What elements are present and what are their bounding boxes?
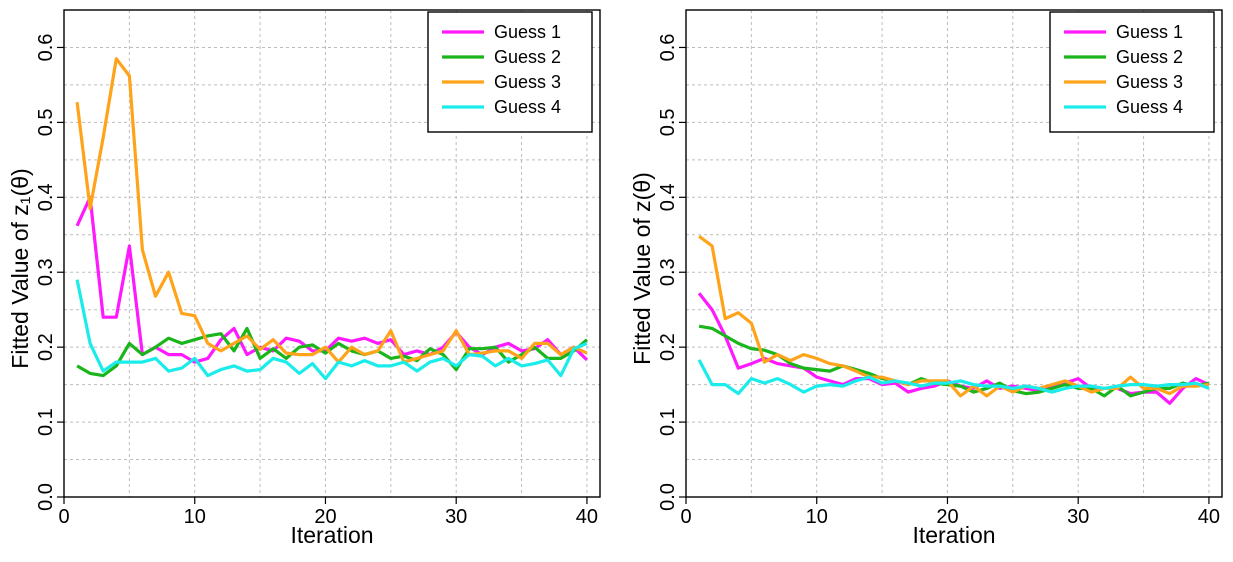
y-tick-label: 0.3	[657, 258, 679, 286]
y-tick-label: 0.5	[35, 108, 57, 136]
legend-label-guess-4: Guess 4	[1116, 97, 1183, 117]
y-axis-title: Fitted Value of z₁(θ)	[7, 168, 33, 368]
legend-box	[427, 11, 593, 133]
y-tick-label: 0.0	[657, 483, 679, 511]
chart-panel-2: 0 10 20 30 40 0.0 0.1 0.2 0.3 0.4 0.5 0.6 Iteration F…	[629, 9, 1223, 548]
legend-label-guess-3: Guess 3	[1116, 72, 1183, 92]
legend-label-guess-3: Guess 3	[494, 72, 561, 92]
plot-frame	[685, 9, 1223, 498]
y-tick-label: 0.3	[35, 258, 57, 286]
legend: Guess 1 Guess 2 Guess 3 Guess 4	[427, 11, 593, 133]
legend-label-guess-2: Guess 2	[494, 47, 561, 67]
x-tick-label: 0	[58, 506, 69, 528]
plot-frame	[63, 9, 601, 498]
legend: Guess 1 Guess 2 Guess 3 Guess 4	[1049, 11, 1215, 133]
x-tick-label: 40	[1198, 506, 1220, 528]
chart-panel-1: 0 10 20 30 40 0.0 0.1 0.2 0.3 0.4 0.5 0.6 Iteration F…	[7, 9, 601, 548]
legend-label-guess-4: Guess 4	[494, 97, 561, 117]
series-line-guess-4	[75, 279, 588, 381]
y-tick-label: 0.6	[35, 34, 57, 62]
y-tick-label: 0.6	[657, 34, 679, 62]
series-line-guess-3	[75, 57, 588, 364]
y-tick-label: 0.5	[657, 108, 679, 136]
y-tick-label: 0.0	[35, 483, 57, 511]
y-axis-title: Fitted Value of z(θ)	[629, 172, 655, 365]
y-tick-label: 0.1	[657, 408, 679, 436]
x-tick-label: 30	[445, 506, 467, 528]
x-tick-label: 20	[314, 506, 336, 528]
x-tick-label: 10	[184, 506, 206, 528]
x-axis-title: Iteration	[912, 522, 995, 548]
y-tick-label: 0.2	[657, 333, 679, 361]
legend-label-guess-1: Guess 1	[1116, 22, 1183, 42]
y-tick-label: 0.4	[35, 183, 57, 211]
x-tick-label: 0	[680, 506, 691, 528]
x-tick-label: 20	[936, 506, 958, 528]
y-tick-label: 0.1	[35, 408, 57, 436]
x-tick-label: 30	[1067, 506, 1089, 528]
series-line-guess-4	[697, 359, 1210, 396]
x-tick-label: 10	[806, 506, 828, 528]
series-line-guess-1	[75, 195, 589, 364]
series-line-guess-2	[76, 326, 588, 378]
x-axis-title: Iteration	[290, 522, 373, 548]
legend-label-guess-1: Guess 1	[494, 22, 561, 42]
legend-label-guess-2: Guess 2	[1116, 47, 1183, 67]
x-tick-label: 40	[576, 506, 598, 528]
y-tick-label: 0.2	[35, 333, 57, 361]
y-tick-label: 0.4	[657, 183, 679, 211]
series-line-guess-3	[698, 235, 1210, 398]
